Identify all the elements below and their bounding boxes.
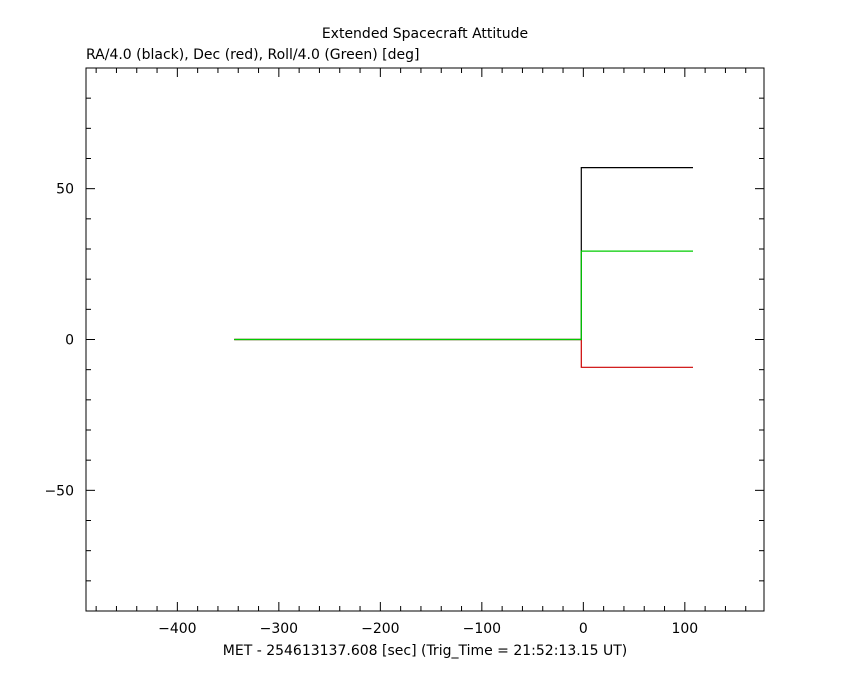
tick-labels: −400 −300 −200 −100 0 100 −50 0 50 xyxy=(44,182,698,637)
x-tick-label: 100 xyxy=(671,621,698,637)
x-tick-label: −100 xyxy=(463,621,501,637)
series-line-0 xyxy=(234,167,693,341)
x-tick-label: −300 xyxy=(260,621,298,637)
y-tick-label: −50 xyxy=(44,483,74,499)
x-axis-label: MET - 254613137.608 [sec] (Trig_Time = 2… xyxy=(223,643,627,659)
series-line-2 xyxy=(234,250,693,341)
y-axis-label: RA/4.0 (black), Dec (red), Roll/4.0 (Gre… xyxy=(86,47,419,63)
y-tick-label: 0 xyxy=(65,333,74,349)
x-tick-label: −400 xyxy=(158,621,196,637)
chart-title: Extended Spacecraft Attitude xyxy=(322,26,528,42)
y-tick-label: 50 xyxy=(56,182,74,198)
series-line-1 xyxy=(234,338,693,368)
ticks xyxy=(86,68,764,611)
series-layer xyxy=(234,167,693,368)
x-tick-label: 0 xyxy=(579,621,588,637)
x-tick-label: −200 xyxy=(361,621,399,637)
